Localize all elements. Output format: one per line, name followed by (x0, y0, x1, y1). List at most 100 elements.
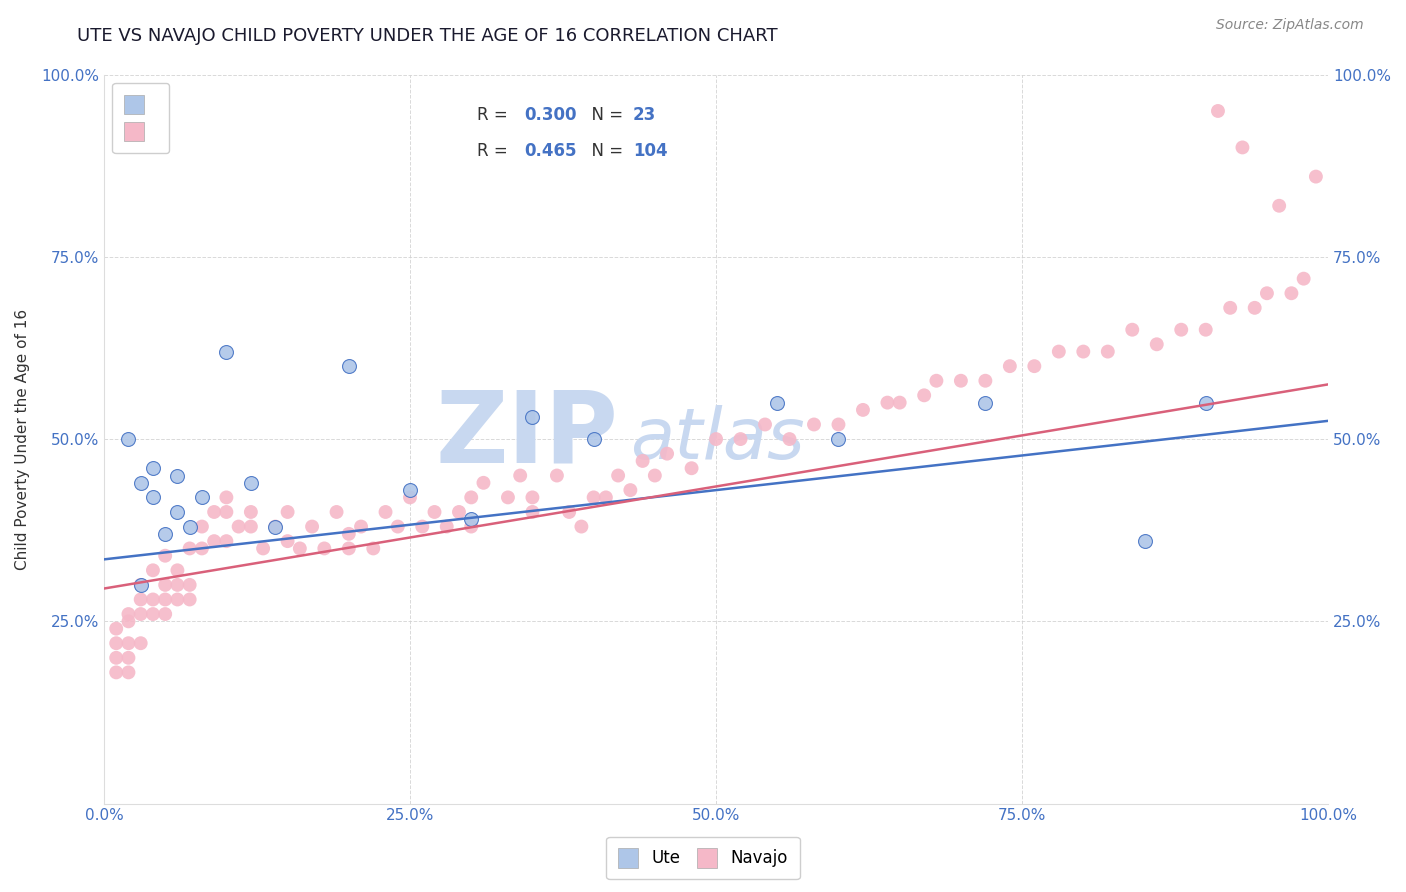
Point (117, 432, 139, 446)
Point (460, 491, 482, 505)
Point (582, 432, 605, 446)
Point (460, 519, 482, 533)
Point (117, 650, 139, 665)
Point (215, 344, 238, 359)
Point (1195, 323, 1218, 337)
Text: Source: ZipAtlas.com: Source: ZipAtlas.com (1216, 18, 1364, 32)
Point (558, 505, 581, 519)
Point (509, 468, 531, 483)
Point (779, 432, 801, 446)
Point (337, 541, 360, 556)
Point (925, 374, 948, 388)
Point (166, 468, 188, 483)
Point (411, 519, 433, 533)
Point (1281, 286, 1303, 301)
Point (522, 491, 544, 505)
Point (1071, 344, 1094, 359)
Point (166, 563, 188, 577)
Point (1024, 359, 1046, 373)
Point (179, 592, 201, 607)
Point (1195, 395, 1218, 409)
Text: 104: 104 (633, 142, 668, 160)
Point (1219, 301, 1241, 315)
Point (215, 534, 238, 549)
Point (153, 549, 176, 563)
Point (215, 505, 238, 519)
Point (129, 578, 152, 592)
Point (754, 417, 776, 432)
Point (1121, 323, 1143, 337)
Legend: Ute, Navajo: Ute, Navajo (606, 837, 800, 880)
Point (117, 615, 139, 629)
Point (288, 541, 311, 556)
Point (912, 388, 935, 402)
Point (105, 622, 128, 636)
Point (202, 534, 225, 549)
Point (1268, 199, 1291, 213)
Point (166, 578, 188, 592)
Point (827, 417, 849, 432)
Point (460, 512, 482, 526)
Point (277, 505, 299, 519)
Point (974, 374, 997, 388)
Point (655, 447, 678, 461)
Point (852, 403, 875, 417)
Point (496, 491, 519, 505)
Point (202, 505, 225, 519)
Point (129, 636, 152, 650)
Point (522, 505, 544, 519)
Point (228, 519, 250, 533)
Point (179, 541, 201, 556)
Point (153, 592, 176, 607)
Point (1243, 301, 1265, 315)
Point (142, 607, 165, 621)
Point (142, 491, 165, 505)
Point (325, 505, 347, 519)
Point (153, 526, 176, 541)
Point (361, 541, 384, 556)
Point (239, 519, 262, 533)
Point (264, 519, 287, 533)
Point (142, 461, 165, 475)
Point (974, 395, 997, 409)
Point (105, 665, 128, 680)
Text: N =: N = (582, 142, 628, 160)
Point (436, 519, 458, 533)
Point (387, 519, 409, 533)
Point (153, 578, 176, 592)
Point (1133, 534, 1156, 549)
Text: R =: R = (478, 105, 513, 124)
Point (522, 410, 544, 425)
Point (105, 650, 128, 665)
Point (166, 505, 188, 519)
Point (350, 519, 373, 533)
Point (704, 432, 727, 446)
Point (239, 505, 262, 519)
Point (239, 475, 262, 490)
Point (153, 607, 176, 621)
Point (546, 468, 568, 483)
Point (571, 519, 593, 533)
Point (105, 636, 128, 650)
Text: R =: R = (478, 142, 513, 160)
Point (191, 541, 214, 556)
Point (582, 491, 605, 505)
Point (631, 454, 654, 468)
Y-axis label: Child Poverty Under the Age of 16: Child Poverty Under the Age of 16 (15, 309, 30, 570)
Point (803, 417, 825, 432)
Point (129, 592, 152, 607)
Point (301, 519, 323, 533)
Point (117, 665, 139, 680)
Point (1097, 344, 1119, 359)
Text: 0.300: 0.300 (524, 105, 576, 124)
Point (730, 432, 752, 446)
Point (191, 491, 214, 505)
Point (314, 541, 336, 556)
Point (399, 491, 422, 505)
Text: 23: 23 (633, 105, 657, 124)
Text: N =: N = (582, 105, 628, 124)
Point (129, 607, 152, 621)
Point (766, 395, 789, 409)
Point (1256, 286, 1278, 301)
Point (337, 359, 360, 373)
